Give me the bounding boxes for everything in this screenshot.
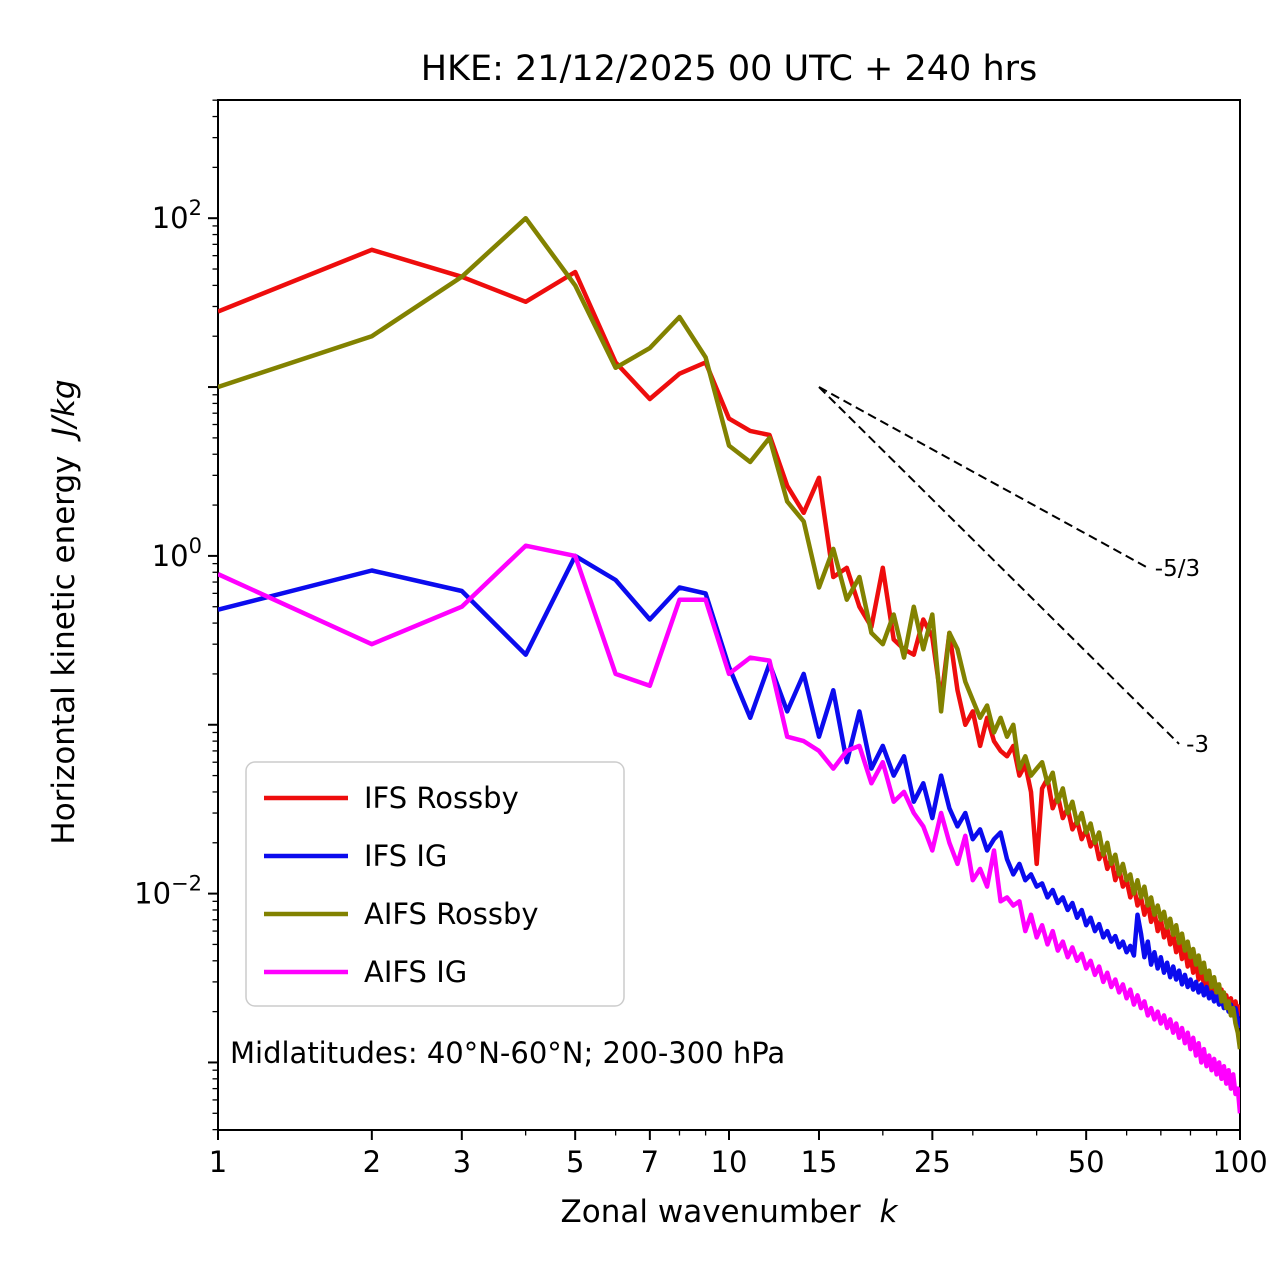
- y-tick-label: 102: [152, 196, 202, 235]
- ref-layer: -5/3 -3: [818, 386, 1209, 758]
- x-axis-label: Zonal wavenumber k: [561, 1194, 899, 1230]
- x-tick-label: 50: [1068, 1145, 1105, 1179]
- reference-slope-label: -3: [1186, 732, 1209, 758]
- series-line-aifs-rossby: [218, 215, 1240, 1050]
- series-line-aifs-ig: [218, 543, 1240, 1114]
- y-tick-label: 100: [152, 534, 202, 573]
- x-tick-label: 3: [453, 1145, 471, 1179]
- reference-slope-label: -5/3: [1155, 556, 1200, 582]
- series-layer: [218, 215, 1240, 1114]
- y-axis-label-text: Horizontal kinetic energy: [46, 455, 82, 844]
- legend-layer: IFS Rossby IFS IG AIFS Rossby AIFS IG: [245, 761, 625, 1007]
- x-tick-label: 10: [711, 1145, 748, 1179]
- x-tick-label: 100: [1212, 1145, 1267, 1179]
- plot-title: HKE: 21/12/2025 00 UTC + 240 hrs: [421, 49, 1038, 89]
- x-tick-label: 5: [566, 1145, 584, 1179]
- reference-slope-line: [818, 386, 1180, 745]
- legend-entry-label: AIFS IG: [364, 955, 467, 989]
- legend-entry-label: IFS IG: [364, 839, 447, 873]
- x-tick-label: 7: [641, 1145, 659, 1179]
- legend-box: [245, 761, 625, 1007]
- y-axis-label-math: J/kg: [46, 379, 82, 442]
- x-axis-label-text: Zonal wavenumber: [561, 1194, 861, 1230]
- y-axis-label: Horizontal kinetic energy J/kg: [46, 379, 82, 844]
- y-tick-label: 10−2: [134, 872, 202, 911]
- reference-slope-line: [818, 386, 1149, 569]
- x-tick-label: 2: [363, 1145, 381, 1179]
- x-tick-label: 1: [209, 1145, 227, 1179]
- x-tick-label: 15: [801, 1145, 838, 1179]
- legend-entry-label: AIFS Rossby: [364, 897, 539, 931]
- series-line-ifs-ig: [218, 553, 1240, 1029]
- x-tick-label: 25: [914, 1145, 951, 1179]
- axes-layer: 1 2 3 5 7 10 15 25 50 100 102 100 10−2: [134, 99, 1268, 1179]
- annotation-midlatitudes: Midlatitudes: 40°N-60°N; 200-300 hPa: [230, 1036, 785, 1070]
- legend-entry-label: IFS Rossby: [364, 781, 519, 815]
- x-axis-label-math: k: [879, 1194, 898, 1230]
